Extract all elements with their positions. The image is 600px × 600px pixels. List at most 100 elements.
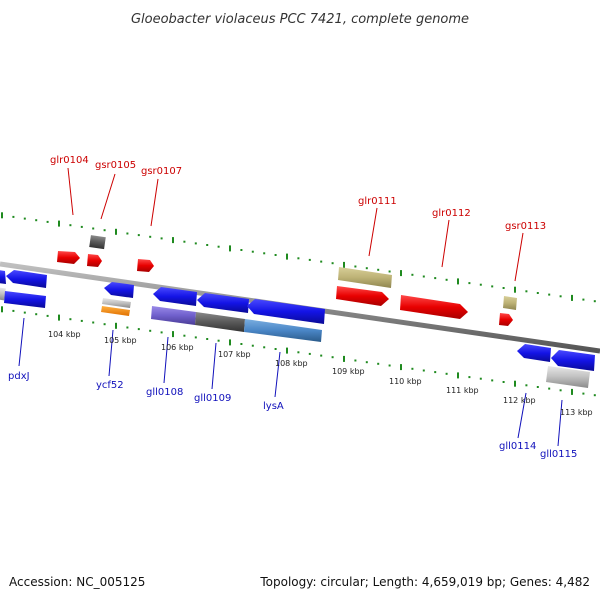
gene-lysA[interactable]: [247, 299, 325, 324]
minor-tick: [251, 344, 254, 347]
minor-tick: [92, 321, 95, 324]
label-gsr0107[interactable]: gsr0107: [141, 166, 182, 177]
gene-gsr0105-rna[interactable]: [89, 235, 106, 250]
label-gll0109[interactable]: gll0109: [194, 393, 231, 404]
minor-tick: [582, 392, 585, 395]
minor-tick: [126, 326, 129, 329]
label-gll0114[interactable]: gll0114: [499, 441, 536, 452]
minor-tick: [308, 352, 311, 355]
minor-tick: [377, 268, 380, 271]
minor-tick: [434, 371, 437, 374]
gene-lysA-region[interactable]: [244, 319, 322, 342]
gene-gsr0113[interactable]: [499, 313, 513, 326]
minor-tick: [491, 379, 494, 382]
kbp-label: 112 kbp: [503, 396, 536, 405]
label-lysA[interactable]: lysA: [263, 401, 284, 412]
major-tick: [286, 347, 288, 354]
gene-gll0109-region[interactable]: [195, 312, 245, 332]
major-tick: [400, 270, 402, 277]
minor-tick: [525, 384, 528, 387]
gene-ycf52-orange[interactable]: [101, 306, 130, 316]
minor-tick: [46, 220, 49, 223]
minor-tick: [126, 232, 129, 235]
minor-tick: [377, 362, 380, 365]
minor-tick: [69, 224, 72, 227]
minor-tick: [422, 275, 425, 278]
label-pdxJ[interactable]: pdxJ: [8, 371, 30, 382]
gene-glr0111-misc[interactable]: [338, 267, 392, 288]
minor-tick: [35, 219, 38, 222]
label-gll0108[interactable]: gll0108: [146, 387, 183, 398]
minor-tick: [388, 270, 391, 273]
minor-tick: [35, 313, 38, 316]
gene-gll0114[interactable]: [517, 344, 551, 362]
major-tick: [571, 294, 573, 301]
minor-tick: [263, 252, 266, 255]
label-glr0112[interactable]: glr0112: [432, 208, 471, 219]
gene-gll0109[interactable]: [197, 293, 249, 313]
gene-gll0115[interactable]: [551, 350, 595, 371]
major-tick: [286, 253, 288, 260]
minor-tick: [525, 290, 528, 293]
minor-tick: [23, 217, 26, 220]
gene-gll0108-region[interactable]: [151, 306, 196, 325]
gene-ycf52[interactable]: [104, 282, 134, 298]
kbp-label: 106 kbp: [161, 343, 194, 352]
gene-ycf52-misc[interactable]: [102, 298, 131, 308]
gene-left-edge-2[interactable]: [6, 270, 47, 288]
gene-left-edge-1[interactable]: [0, 270, 6, 284]
gene-gll0115-misc[interactable]: [546, 366, 590, 388]
gene-gsr0107[interactable]: [137, 259, 154, 272]
major-tick: [172, 237, 174, 244]
minor-tick: [548, 387, 551, 390]
gene-glr0111[interactable]: [336, 286, 389, 306]
major-tick: [229, 245, 231, 252]
minor-tick: [320, 260, 323, 263]
major-tick: [1, 212, 3, 219]
gene-glr0104[interactable]: [57, 251, 80, 264]
minor-tick: [411, 367, 414, 370]
kbp-label: 105 kbp: [104, 336, 137, 345]
gene-gsr0113-misc[interactable]: [503, 296, 517, 310]
minor-tick: [137, 328, 140, 331]
major-tick: [172, 331, 174, 338]
major-tick: [343, 355, 345, 362]
gene-pdxJ[interactable]: [4, 291, 46, 308]
minor-tick: [251, 250, 254, 253]
major-tick: [514, 380, 516, 387]
minor-tick: [12, 309, 15, 312]
kbp-label: 111 kbp: [446, 386, 479, 395]
topology-text: Topology: circular; Length: 4,659,019 bp…: [259, 575, 590, 589]
label-ycf52[interactable]: ycf52: [96, 380, 124, 391]
gene-gll0108[interactable]: [153, 287, 197, 306]
label-gsr0113[interactable]: gsr0113: [505, 221, 546, 232]
minor-tick: [331, 356, 334, 359]
kbp-label: 107 kbp: [218, 350, 251, 359]
gene-glr0112[interactable]: [400, 295, 468, 319]
label-gll0115[interactable]: gll0115: [540, 449, 577, 460]
gene-left-edge-gray[interactable]: [0, 287, 6, 301]
minor-tick: [536, 386, 539, 388]
label-glr0104[interactable]: glr0104: [50, 155, 89, 166]
minor-tick: [217, 245, 220, 248]
gene-gsr0105[interactable]: [87, 254, 102, 267]
minor-tick: [434, 277, 437, 280]
minor-tick: [365, 361, 368, 364]
minor-tick: [354, 359, 357, 362]
minor-tick: [491, 285, 494, 288]
map-title: Gloeobacter violaceus PCC 7421, complete…: [131, 12, 469, 27]
label-gsr0105[interactable]: gsr0105: [95, 160, 136, 171]
minor-tick: [240, 249, 243, 251]
label-glr0111[interactable]: glr0111: [358, 196, 397, 207]
major-tick: [457, 372, 459, 379]
minor-tick: [80, 225, 83, 228]
minor-tick: [149, 329, 152, 332]
bottom-leader-lines: [18, 317, 563, 447]
minor-tick: [468, 376, 471, 379]
minor-tick: [445, 372, 448, 375]
minor-tick: [559, 295, 562, 298]
minor-tick: [548, 293, 551, 296]
major-tick: [514, 286, 516, 293]
minor-tick: [582, 298, 585, 301]
